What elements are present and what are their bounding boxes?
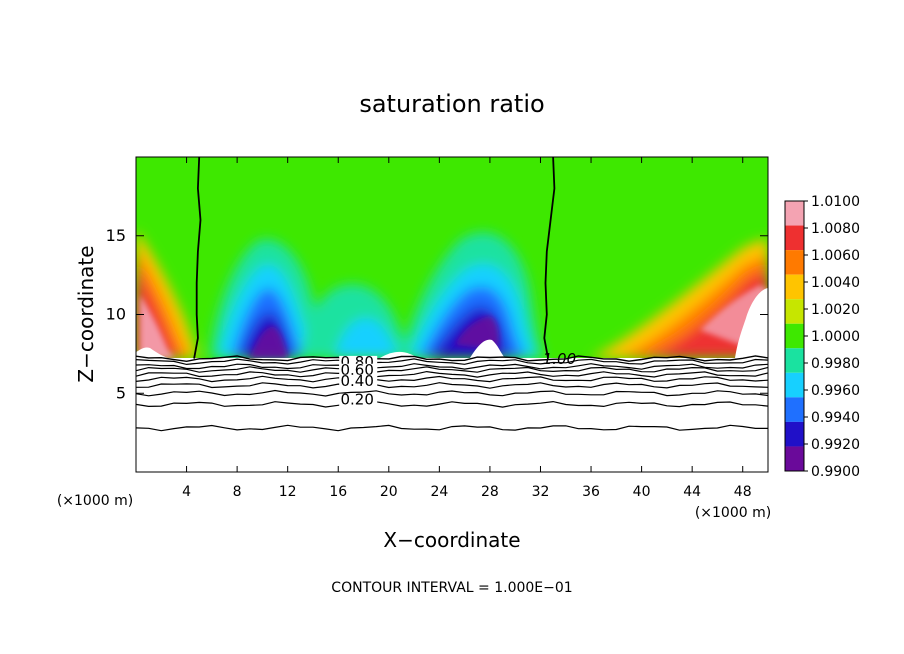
contour-line-below-cloud xyxy=(135,389,769,397)
contour-label: 1.00 xyxy=(543,350,576,368)
colorbar-swatch xyxy=(785,299,804,324)
contour-line-0.40 xyxy=(135,382,769,389)
contour-label-bg xyxy=(339,393,378,407)
colorbar-label: 0.9900 xyxy=(811,464,860,480)
x-tick-label: 44 xyxy=(683,484,701,500)
contour-line-0.20 xyxy=(135,400,769,408)
y-tick-label: 15 xyxy=(106,226,126,245)
contour-line-cloud-base xyxy=(135,355,769,363)
colorbar-swatch xyxy=(785,323,804,349)
contour-line-1.00 xyxy=(543,156,556,359)
colorbar-label: 1.0080 xyxy=(811,221,860,237)
colorbar-label: 1.0020 xyxy=(811,302,860,318)
contour-line-1.00 xyxy=(193,156,202,359)
colorbar-swatch xyxy=(785,372,804,398)
colorbar-label: 0.9920 xyxy=(811,437,860,453)
x-tick-label: 16 xyxy=(329,484,347,500)
contour-label: 0.20 xyxy=(340,391,373,409)
x-tick-label: 20 xyxy=(380,484,398,500)
colorbar-swatch xyxy=(785,201,804,226)
x-tick-label: 12 xyxy=(279,484,297,500)
contour-line-below-cloud xyxy=(135,375,769,383)
contour-interval-note: CONTOUR INTERVAL = 1.000E−01 xyxy=(331,580,572,596)
colorbar-swatch xyxy=(785,446,804,471)
colorbar-label: 0.9940 xyxy=(811,410,860,426)
colorbar-swatch xyxy=(785,250,804,275)
x-tick-label: 36 xyxy=(582,484,600,500)
x-tick-label: 40 xyxy=(633,484,651,500)
contour-line-0.80 xyxy=(135,363,769,370)
contour-label: 0.60 xyxy=(340,361,373,379)
x-tick-label: 8 xyxy=(233,484,242,500)
colorbar: 1.0100 1.0080 1.0060 1.0040 1.0020 1.0000 0.99… xyxy=(784,194,860,480)
y-tick-label: 5 xyxy=(116,383,126,402)
colorbar-swatch xyxy=(785,274,804,300)
colorbar-label: 1.0060 xyxy=(811,248,860,264)
x-axis-label: X−coordinate xyxy=(383,528,520,552)
colorbar-label: 0.9960 xyxy=(811,383,860,399)
y-tick-label: 10 xyxy=(106,305,126,324)
x-tick-label: 24 xyxy=(430,484,448,500)
colorbar-swatch xyxy=(785,397,804,422)
saturation-field xyxy=(136,157,768,358)
contour-label: 0.40 xyxy=(340,372,373,390)
x-tick-label: 28 xyxy=(481,484,499,500)
colorbar-label: 0.9980 xyxy=(811,356,860,372)
contour-label-bg xyxy=(339,363,378,377)
colorbar-swatch xyxy=(785,225,804,251)
colorbar-label: 1.0040 xyxy=(811,275,860,291)
x-tick-label: 32 xyxy=(532,484,550,500)
contour-line-0.60 xyxy=(135,370,769,378)
x-tick-label: 4 xyxy=(182,484,191,500)
contour-line-below-cloud xyxy=(135,366,769,373)
colorbar-swatch xyxy=(785,421,804,447)
contour-line-below-cloud xyxy=(135,358,769,366)
colorbar-swatch xyxy=(785,348,804,373)
colorbar-label: 1.0000 xyxy=(811,329,860,345)
x-tick-label: 48 xyxy=(734,484,752,500)
chart-title: saturation ratio xyxy=(359,90,544,118)
colorbar-label: 1.0100 xyxy=(811,194,860,210)
contour-line-below-cloud xyxy=(135,424,768,432)
x-unit-label-left: (×1000 m) xyxy=(57,493,133,509)
x-unit-label-right: (×1000 m) xyxy=(695,505,771,521)
y-axis-label: Z−coordinate xyxy=(74,245,98,382)
contour-label-bg xyxy=(339,374,378,388)
